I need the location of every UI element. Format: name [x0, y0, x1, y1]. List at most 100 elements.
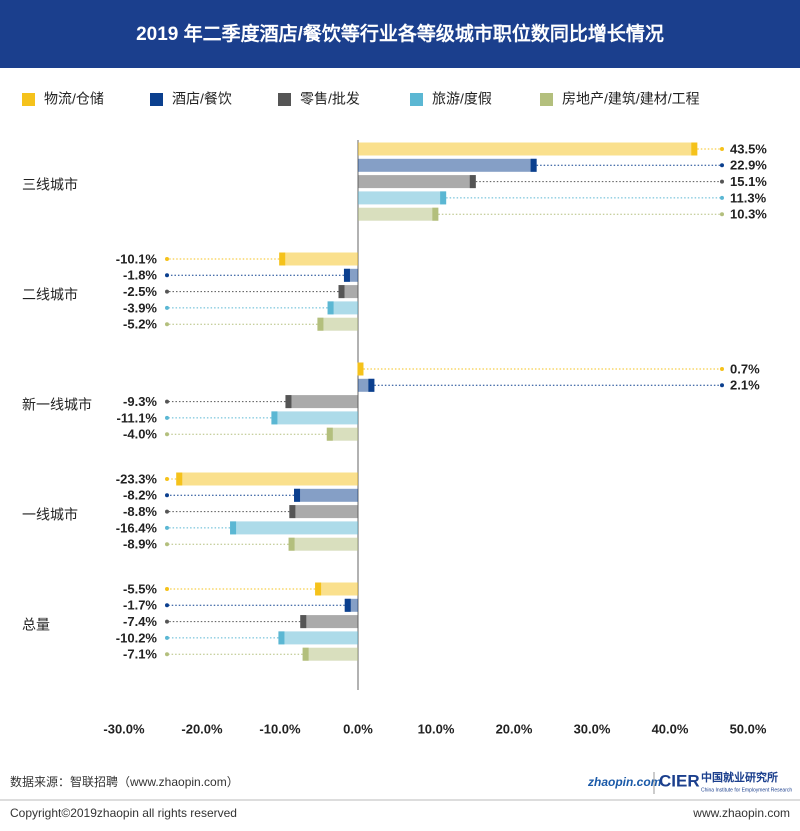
leader-dot: [165, 415, 169, 420]
legend-swatch: [22, 93, 35, 106]
value-label: -7.4%: [123, 614, 157, 629]
value-label: -2.5%: [123, 284, 157, 299]
bar: [279, 252, 358, 266]
logo-cier: CIER: [659, 771, 700, 790]
bar-cap: [440, 191, 447, 205]
x-tick-label: 30.0%: [574, 721, 611, 736]
value-label: -4.0%: [123, 427, 157, 442]
bar: [285, 395, 358, 409]
leader-dot: [165, 652, 169, 657]
value-label: 10.3%: [730, 207, 767, 222]
header-band: [0, 0, 800, 68]
bar-cap: [302, 647, 309, 661]
legend-label: 旅游/度假: [432, 91, 492, 107]
x-tick-label: -10.0%: [259, 721, 301, 736]
legend-label: 零售/批发: [300, 91, 360, 107]
leader-dot: [720, 212, 724, 217]
bar: [358, 191, 447, 205]
bar: [327, 301, 358, 315]
copyright: Copyright©2019zhaopin all rights reserve…: [10, 806, 237, 820]
bar-cap: [288, 537, 295, 551]
value-label: -5.2%: [123, 317, 157, 332]
leader-dot: [165, 493, 169, 498]
bar-cap: [278, 631, 285, 645]
legend-swatch: [540, 93, 553, 106]
x-tick-label: 0.0%: [343, 721, 373, 736]
x-tick-label: 20.0%: [496, 721, 533, 736]
logo-zhaopin: zhaopin.com: [587, 775, 662, 789]
bar: [176, 472, 358, 486]
leader-dot: [720, 163, 724, 168]
value-label: -8.8%: [123, 504, 157, 519]
bar: [358, 158, 537, 172]
value-label: -3.9%: [123, 300, 157, 315]
bar-cap: [317, 317, 324, 331]
value-label: 11.3%: [730, 190, 767, 205]
bar: [271, 411, 358, 425]
leader-dot: [720, 383, 724, 388]
value-label: -16.4%: [116, 520, 158, 535]
leader-dot: [165, 399, 169, 404]
leader-dot: [165, 635, 169, 640]
legend-label: 房地产/建筑/建材/工程: [562, 91, 700, 107]
value-label: -11.1%: [117, 410, 158, 425]
value-label: -8.9%: [123, 537, 157, 552]
bar-cap: [432, 207, 439, 221]
bar: [294, 488, 358, 502]
bar-cap: [469, 175, 476, 189]
bar: [230, 521, 358, 535]
bar-cap: [230, 521, 237, 535]
x-tick-label: 10.0%: [418, 721, 455, 736]
bar-cap: [691, 142, 698, 156]
bar-cap: [338, 285, 345, 299]
leader-dot: [165, 587, 169, 591]
bar: [302, 647, 358, 661]
bar: [278, 631, 358, 645]
logo-cier-en: China Institute for Employment Research: [701, 787, 792, 793]
leader-dot: [165, 432, 169, 437]
leader-dot: [720, 367, 724, 371]
leader-dot: [720, 147, 724, 151]
value-label: -1.8%: [123, 268, 157, 283]
bar: [358, 175, 476, 189]
bar-cap: [279, 252, 286, 266]
value-label: 43.5%: [730, 141, 767, 156]
value-label: -10.1%: [116, 251, 158, 266]
bar-cap: [294, 488, 301, 502]
value-label: -23.3%: [116, 471, 158, 486]
leader-dot: [165, 525, 169, 530]
leader-dot: [165, 477, 169, 481]
bar: [289, 505, 358, 519]
bar-cap: [368, 378, 375, 392]
value-label: -7.1%: [123, 647, 157, 662]
logo-cier-cn: 中国就业研究所: [701, 770, 778, 784]
website: www.zhaopin.com: [692, 806, 790, 820]
bar-cap: [271, 411, 278, 425]
value-label: 22.9%: [730, 158, 767, 173]
bar-cap: [315, 582, 322, 596]
bar-cap: [327, 301, 334, 315]
bar-cap: [357, 362, 364, 376]
chart-title: 2019 年二季度酒店/餐饮等行业各等级城市职位数同比增长情况: [136, 22, 664, 45]
bar: [300, 615, 358, 629]
leader-dot: [165, 603, 169, 608]
leader-dot: [720, 195, 724, 200]
leader-dot: [165, 619, 169, 624]
category-label: 三线城市: [22, 176, 78, 192]
x-tick-label: -20.0%: [181, 721, 223, 736]
category-label: 一线城市: [22, 506, 78, 522]
legend-swatch: [150, 93, 163, 106]
category-label: 新一线城市: [22, 396, 92, 412]
category-label: 总量: [22, 616, 50, 632]
category-label: 二线城市: [22, 286, 78, 302]
leader-dot: [165, 257, 169, 261]
value-label: 0.7%: [730, 361, 760, 376]
bar: [358, 142, 698, 156]
leader-dot: [165, 289, 169, 294]
value-label: -10.2%: [116, 630, 158, 645]
bar-cap: [289, 505, 296, 519]
leader-dot: [165, 542, 169, 547]
value-label: -9.3%: [123, 394, 157, 409]
bar: [315, 582, 358, 596]
bar: [317, 317, 358, 331]
